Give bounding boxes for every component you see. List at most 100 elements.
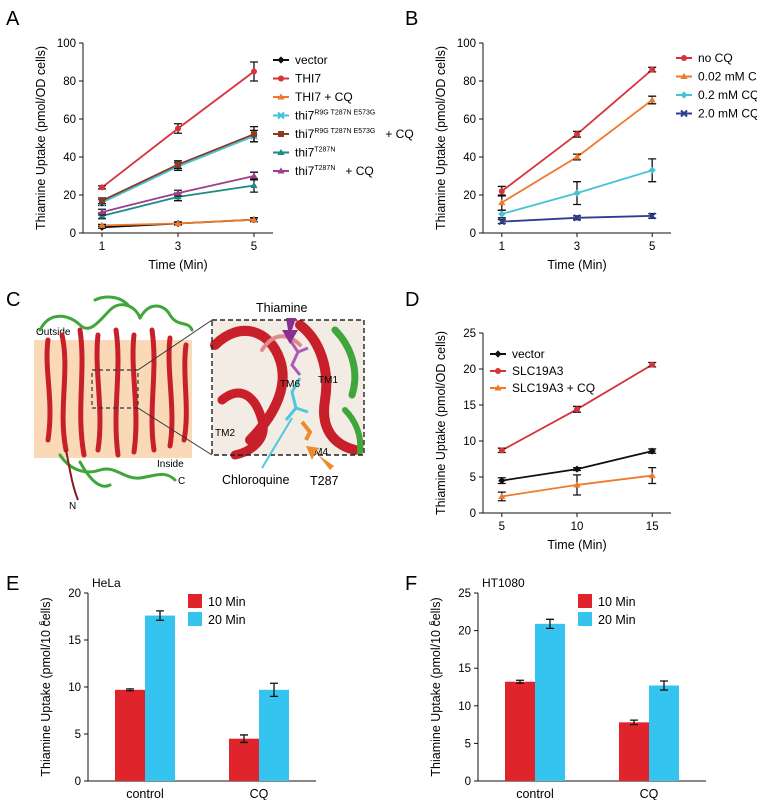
legend-superscript: R9G T287N E573G — [314, 110, 375, 117]
y-axis-title: Thiamine Uptake (pmol/OD cells) — [434, 46, 448, 230]
y-tick-label: 100 — [57, 38, 76, 50]
legend-label: 10 Min — [598, 595, 636, 609]
legend-swatch — [188, 594, 202, 608]
y-tick-label: 100 — [457, 38, 476, 50]
y-tick-label: 15 — [68, 635, 81, 647]
y-tick-label: 5 — [465, 738, 471, 750]
t287-label: T287 — [310, 474, 339, 488]
legend-superscript: R9G T287N E573G — [314, 128, 375, 135]
legend-marker — [278, 131, 284, 137]
x-tick-label: 1 — [499, 241, 505, 253]
chart-a: 0 20 40 60 80 100 Thiamine Uptake (pmol/OD cel… — [34, 38, 414, 272]
x-tick-label: 15 — [646, 521, 659, 533]
data-point — [573, 481, 581, 488]
tm-label-1: TM1 — [318, 375, 338, 386]
data-point — [573, 153, 581, 160]
legend-label: thi7R9G T287N E573G — [295, 109, 375, 123]
legend-marker — [680, 72, 688, 80]
y-axis-title-superscript: 6 — [428, 620, 437, 625]
legend-label: thi7T287N + CQ — [295, 164, 374, 178]
zoomed-view: TM6 TM1 TM2 TM4 — [210, 319, 365, 460]
category-label: CQ — [250, 787, 269, 800]
legend-label: vector — [295, 53, 328, 67]
data-point — [174, 219, 182, 227]
legend-marker — [277, 148, 285, 156]
legend-marker — [494, 350, 502, 358]
c-terminus-label: C — [178, 476, 185, 487]
outside-label: Outside — [36, 327, 71, 338]
legend-swatch — [578, 594, 592, 608]
y-tick-label: 20 — [463, 190, 476, 202]
error-bar — [270, 682, 278, 698]
legend-marker — [277, 111, 285, 120]
y-axis-title: Thiamine Uptake (pmol/10 cells)6 — [38, 597, 53, 776]
data-point — [649, 66, 656, 73]
x-axis-title: Time (Min) — [547, 258, 606, 272]
y-tick-label: 0 — [70, 228, 76, 240]
y-tick-label: 15 — [458, 663, 471, 675]
legend-label: 10 Min — [208, 595, 246, 609]
category-label: control — [126, 787, 164, 800]
data-point — [498, 217, 506, 226]
bar — [115, 689, 145, 781]
error-bar — [546, 618, 554, 629]
data-point — [99, 184, 105, 191]
chart-b: 0 20 40 60 80 100 Thiamine Uptake (pmol/OD cel… — [434, 38, 757, 272]
legend-superscript: T287N — [314, 147, 335, 154]
error-bar — [156, 610, 164, 621]
data-point — [498, 492, 506, 499]
legend-label: 2.0 mM CQ — [698, 107, 757, 121]
legend-marker — [680, 109, 688, 118]
panel-letter-b: B — [405, 8, 418, 30]
legend-marker — [680, 91, 688, 99]
tm-label-6: TM6 — [280, 379, 300, 390]
y-tick-label: 20 — [458, 626, 471, 638]
error-bar — [516, 679, 524, 684]
y-tick-label: 5 — [470, 472, 476, 484]
legend-label: 20 Min — [598, 613, 636, 627]
tm-label-4: TM4 — [308, 447, 328, 458]
data-point — [175, 161, 181, 168]
zoomed-helices — [210, 320, 364, 460]
thiamine-ligand — [288, 339, 309, 376]
y-tick-label: 0 — [75, 776, 81, 788]
y-tick-label: 20 — [63, 190, 76, 202]
data-point — [498, 477, 506, 485]
category-label: control — [516, 787, 554, 800]
zoom-source-box — [91, 369, 139, 409]
chloroquine-pointer — [261, 417, 293, 469]
y-tick-label: 10 — [68, 682, 81, 694]
zoomed-background — [212, 320, 364, 455]
chart-title: HT1080 — [482, 576, 525, 590]
green-loops — [38, 295, 194, 488]
chloroquine-ligand — [284, 377, 309, 421]
data-point — [574, 131, 580, 138]
y-axis-title: Thiamine Uptake (pmol/OD cells) — [434, 331, 448, 515]
data-point — [648, 471, 656, 479]
legend-marker — [494, 384, 502, 391]
data-point — [648, 166, 656, 174]
legend-label: 0.02 mM CQ — [698, 70, 757, 84]
legend-marker — [495, 368, 501, 374]
legend-label: SLC19A3 — [512, 364, 564, 378]
data-point — [573, 189, 581, 197]
structure-illustration: Outside Inside C N — [34, 295, 365, 512]
y-tick-label: 0 — [465, 776, 471, 788]
legend-label: no CQ — [698, 51, 733, 65]
legend-marker — [277, 56, 285, 64]
data-point — [648, 447, 656, 455]
n-terminus-label: N — [69, 501, 76, 512]
legend-label: SLC19A3 + CQ — [512, 381, 595, 395]
data-point — [573, 465, 581, 473]
y-tick-label: 60 — [463, 114, 476, 126]
bar — [145, 615, 175, 781]
chart-e: 0 5 10 15 20 Thiamine Uptake (pmol/10 cells)6… — [38, 576, 316, 800]
x-tick-label: 10 — [571, 521, 584, 533]
y-tick-label: 10 — [463, 436, 476, 448]
legend-label: thi7R9G T287N E573G + CQ — [295, 127, 414, 141]
data-point — [574, 406, 580, 413]
y-tick-label: 40 — [463, 152, 476, 164]
red-helices — [44, 327, 189, 458]
x-tick-label: 5 — [251, 241, 257, 253]
x-axis-title: Time (Min) — [148, 258, 207, 272]
